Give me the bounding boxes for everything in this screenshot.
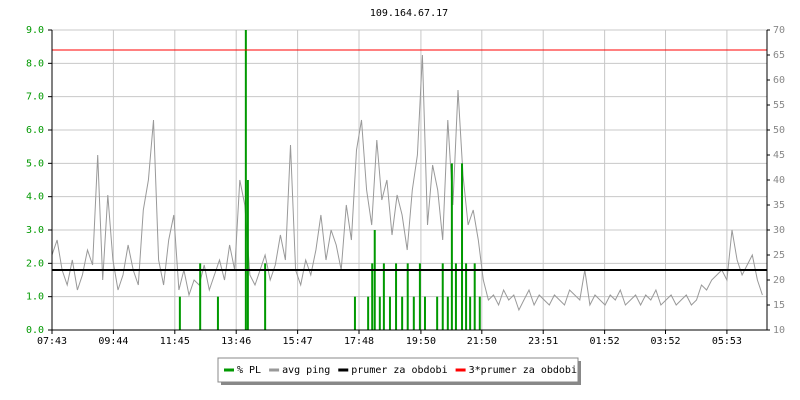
y2-tick-label: 15 — [773, 300, 785, 311]
legend-items: % PL avg ping prumer za obdobi 3*prumer za … — [224, 365, 577, 376]
legend-label: % PL — [237, 365, 261, 376]
y-tick-label: 8.0 — [26, 58, 44, 69]
x-tick-label: 05:53 — [712, 336, 742, 347]
x-tick-label: 19:50 — [406, 336, 436, 347]
plot — [51, 30, 767, 330]
legend-label: avg ping — [282, 365, 330, 376]
x-tick-label: 03:52 — [650, 336, 680, 347]
x-tick-label: 15:47 — [283, 336, 313, 347]
legend-label: 3*prumer za obdobi — [469, 365, 577, 376]
y2-tick-label: 65 — [773, 50, 785, 61]
ping-line — [51, 54, 763, 312]
y-tick-label: 1.0 — [26, 292, 44, 303]
x-tick-label: 01:52 — [590, 336, 620, 347]
y-tick-label: 4.0 — [26, 192, 44, 203]
y-tick-label: 2.0 — [26, 258, 44, 269]
y2-tick-label: 45 — [773, 150, 785, 161]
y2-tick-label: 10 — [773, 325, 785, 336]
y2-tick-label: 55 — [773, 100, 785, 111]
y2-tick-label: 25 — [773, 250, 785, 261]
x-tick-label: 23:51 — [528, 336, 558, 347]
y-tick-label: 5.0 — [26, 158, 44, 169]
y2-tick-label: 60 — [773, 75, 785, 86]
x-tick-label: 09:44 — [98, 336, 128, 347]
y2-tick-label: 20 — [773, 275, 785, 286]
x-tick-label: 07:43 — [37, 336, 67, 347]
y2-tick-label: 30 — [773, 225, 785, 236]
y-tick-label: 3.0 — [26, 225, 44, 236]
y2-tick-label: 35 — [773, 200, 785, 211]
y-tick-label: 7.0 — [26, 92, 44, 103]
x-tick-label: 17:48 — [344, 336, 374, 347]
y-tick-label: 6.0 — [26, 125, 44, 136]
x-tick-label: 13:46 — [221, 336, 251, 347]
legend-label: prumer za obdobi — [351, 365, 447, 376]
y2-tick-label: 40 — [773, 175, 785, 186]
chart-title: 109.164.67.17 — [370, 8, 448, 19]
axes: 0.0 1.0 2.0 3.0 4.0 5.0 6.0 7.0 8.0 9.0 10 15 20 25 30… — [26, 25, 785, 347]
y2-tick-label: 50 — [773, 125, 785, 136]
x-tick-label: 11:45 — [160, 336, 190, 347]
y2-tick-label: 70 — [773, 25, 785, 36]
y-tick-label: 0.0 — [26, 325, 44, 336]
x-tick-label: 21:50 — [467, 336, 497, 347]
y-tick-label: 9.0 — [26, 25, 44, 36]
